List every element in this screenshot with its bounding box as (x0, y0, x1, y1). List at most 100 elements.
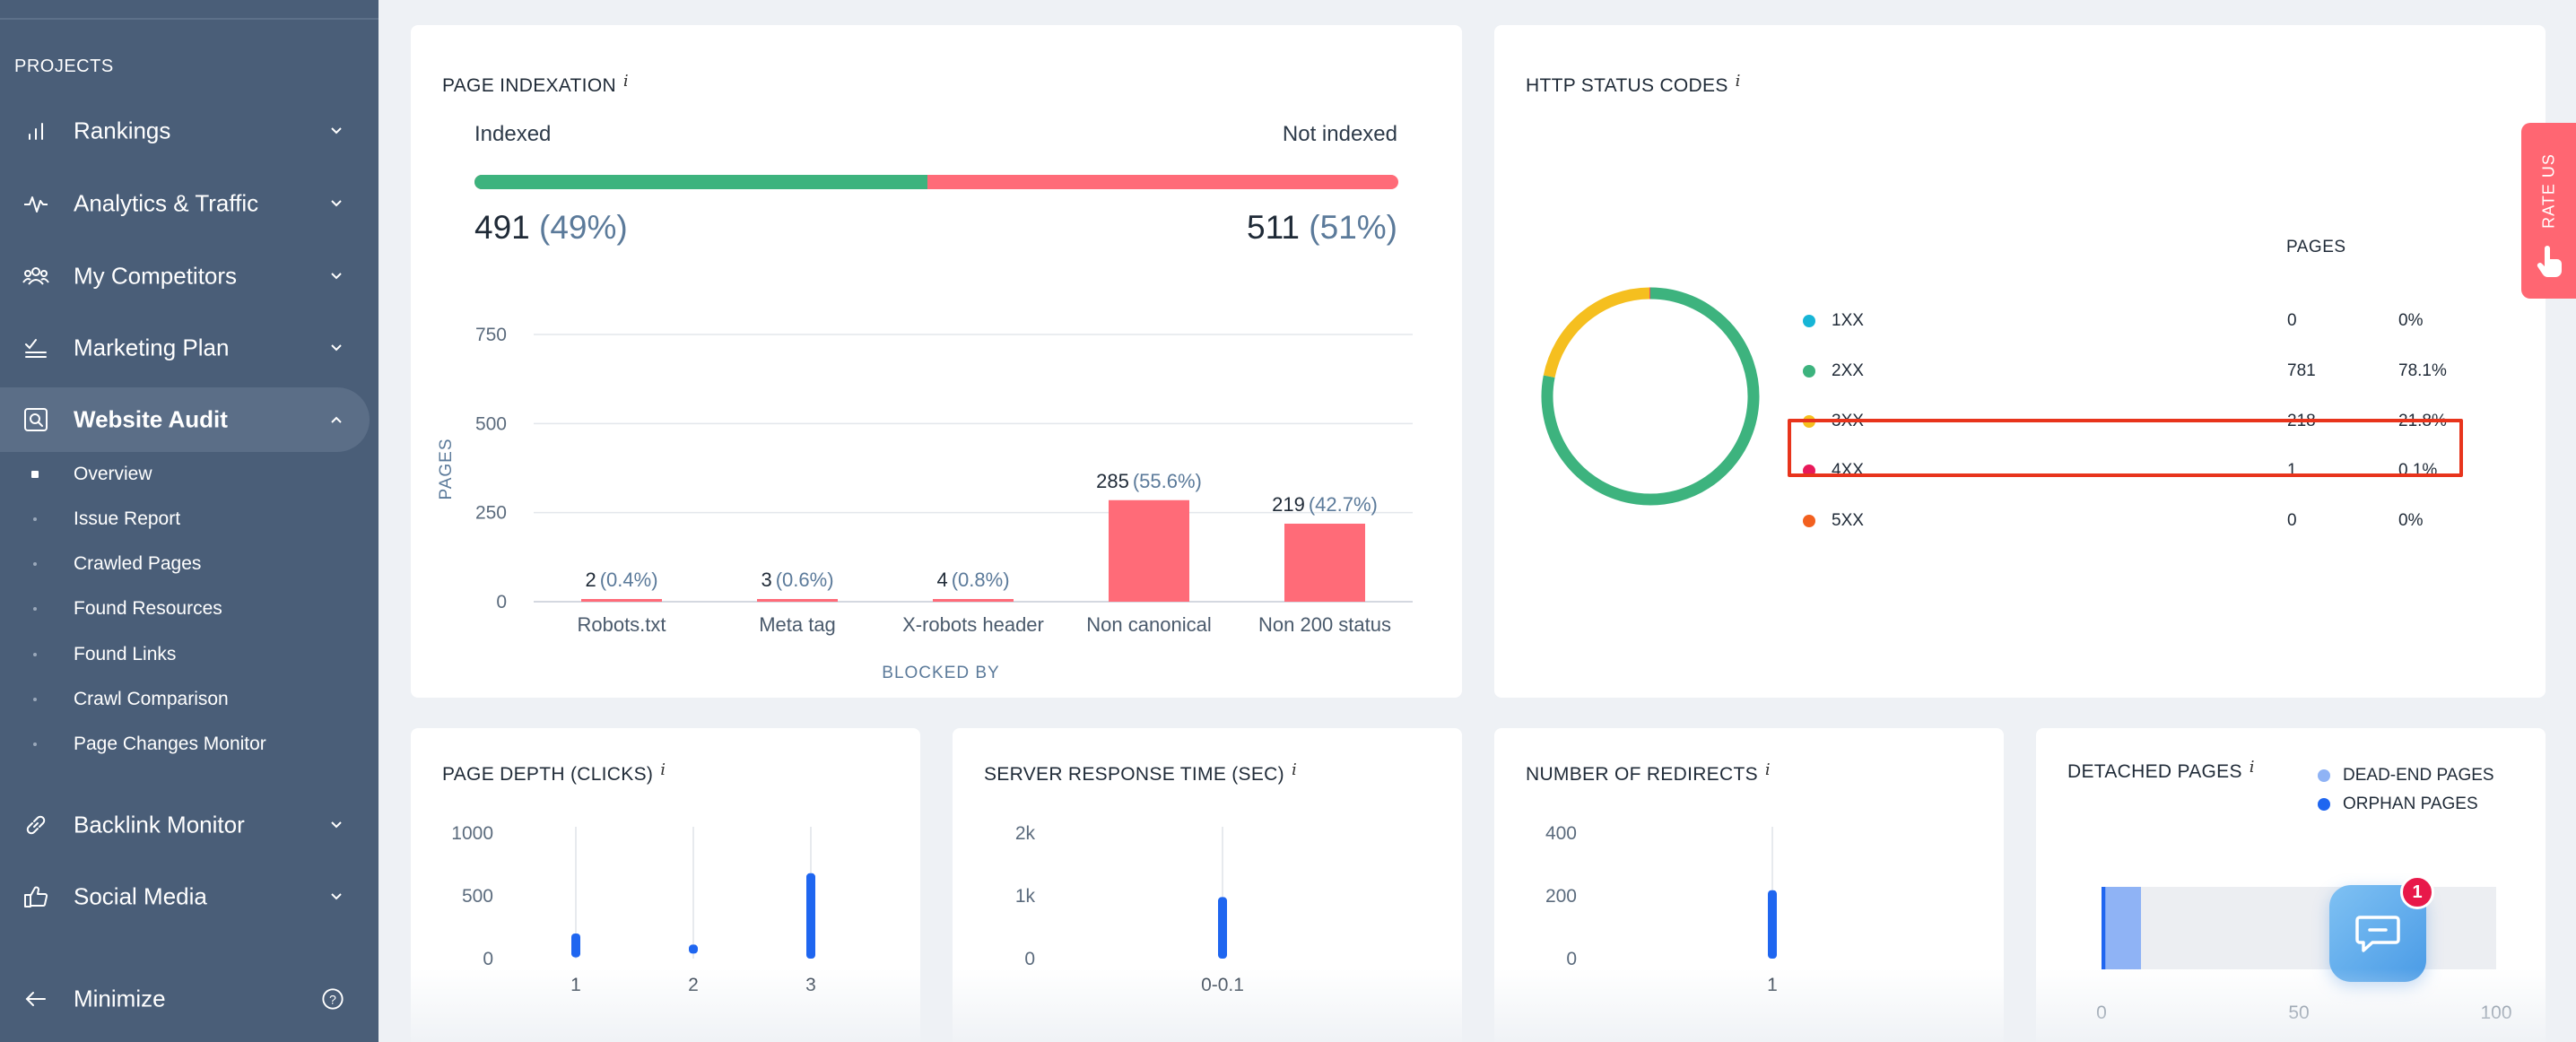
bar-value: 219 (1272, 493, 1305, 516)
status-code: 5XX (1832, 511, 1864, 530)
status-percent: 78.1% (2398, 361, 2447, 380)
status-code: 1XX (1832, 311, 1864, 330)
y-tick-label: 250 (475, 503, 507, 524)
sidebar-item-social-media[interactable]: Social Media (0, 864, 370, 929)
sidebar-subitem-label: Found Links (74, 644, 177, 664)
bar-value-label: 3 (0.6%) (761, 569, 833, 591)
card-title: PAGE DEPTH (CLICKS) i (442, 760, 666, 785)
range-bar[interactable] (571, 933, 580, 958)
info-icon[interactable]: i (2249, 758, 2255, 777)
bar-chart-icon (29, 123, 43, 140)
pages-column-header: PAGES (2286, 238, 2346, 256)
not-indexed-count: 511 (1247, 209, 1301, 246)
rate-us-label: RATE US (2539, 153, 2557, 229)
range-bar[interactable] (689, 944, 698, 954)
server-response-card: SERVER RESPONSE TIME (SEC) i 0 1k 2k 0-0.1 (953, 728, 1462, 1042)
chevron-down-icon (331, 821, 342, 829)
x-tick-label: Meta tag (759, 613, 836, 636)
bar[interactable] (1284, 523, 1365, 602)
y-tick-label: 0 (1566, 949, 1577, 969)
sidebar-item-analytics[interactable]: Analytics & Traffic (0, 171, 370, 236)
help-icon[interactable]: ? (321, 987, 344, 1011)
bar[interactable] (1109, 499, 1189, 602)
sidebar-subitem-overview[interactable]: Overview (0, 455, 370, 494)
bar[interactable] (933, 599, 1014, 602)
info-icon[interactable]: i (622, 72, 629, 91)
sidebar-subitem-found-links[interactable]: Found Links (0, 635, 370, 674)
bar[interactable] (757, 599, 838, 602)
not-indexed-percent: (51%) (1309, 209, 1397, 246)
bar-percent: (55.6%) (1133, 470, 1202, 492)
minimize-button[interactable]: Minimize ? (0, 967, 370, 1031)
arrow-left-icon (25, 992, 46, 1006)
sidebar-subitem-found-resources[interactable]: Found Resources (0, 589, 370, 629)
range-bar[interactable] (806, 873, 815, 959)
detached-pages-card: DETACHED PAGES i DEAD-END PAGES ORPHAN PA… (2036, 728, 2546, 1042)
rate-us-tab[interactable]: RATE US (2521, 123, 2576, 299)
http-status-donut (1541, 287, 1760, 506)
x-tick-label: 1 (570, 975, 581, 995)
status-row-5xx[interactable]: 5XX 0 0% (1803, 508, 2449, 534)
not-indexed-label: Not indexed (1282, 122, 1397, 146)
bar-segment-dead-end-pages[interactable] (2105, 887, 2141, 969)
pulse-icon (24, 196, 48, 213)
indexed-fill (474, 175, 927, 189)
bar-track (2102, 887, 2496, 969)
sidebar-item-label: Rankings (74, 117, 171, 144)
sidebar-item-rankings[interactable]: Rankings (0, 99, 370, 163)
indexed-stat: 491 (49%) (474, 209, 628, 247)
status-row-2xx[interactable]: 2XX 781 78.1% (1803, 358, 2449, 385)
bar-value-label: 2 (0.4%) (585, 569, 657, 591)
sidebar-item-backlink-monitor[interactable]: Backlink Monitor (0, 793, 370, 857)
bar[interactable] (581, 599, 662, 602)
sidebar-item-competitors[interactable]: My Competitors (0, 244, 370, 308)
x-tick-label: 2 (688, 975, 699, 995)
sidebar-subitem-crawl-comparison[interactable]: Crawl Comparison (0, 680, 370, 719)
sidebar-subitem-page-changes-monitor[interactable]: Page Changes Monitor (0, 725, 370, 764)
donut-slice-2xx[interactable] (1541, 287, 1760, 506)
bullet-icon (33, 607, 37, 611)
y-tick-label: 0 (496, 592, 507, 612)
sidebar-item-marketing-plan[interactable]: Marketing Plan (0, 316, 370, 380)
chat-icon (2355, 916, 2400, 952)
x-tick-label: 50 (2288, 1003, 2309, 1023)
indexation-progress-bar (474, 175, 1398, 189)
checklist-icon (25, 339, 47, 358)
sidebar-item-website-audit[interactable]: Website Audit (0, 387, 370, 452)
chevron-down-icon (331, 344, 342, 352)
bar-value-label: 4 (0.8%) (936, 569, 1009, 591)
info-icon[interactable]: i (1291, 760, 1297, 779)
sidebar-subitem-label: Page Changes Monitor (74, 734, 266, 754)
bullet-icon (33, 698, 37, 701)
page-indexation-card: PAGE INDEXATION i Indexed Not indexed 491… (411, 25, 1462, 698)
sidebar-subitem-issue-report[interactable]: Issue Report (0, 499, 370, 539)
donut-slice-3xx[interactable] (1543, 287, 1650, 378)
x-tick-label: 0 (2096, 1003, 2107, 1023)
y-tick-label: 2k (1015, 823, 1036, 844)
x-tick-label: Robots.txt (577, 613, 666, 636)
bar-value: 285 (1096, 470, 1129, 492)
svg-text:?: ? (329, 993, 336, 1007)
status-row-1xx[interactable]: 1XX 0 0% (1803, 308, 2449, 334)
detached-legend: DEAD-END PAGES ORPHAN PAGES (2318, 761, 2494, 819)
card-title: SERVER RESPONSE TIME (SEC) i (984, 760, 1297, 785)
legend-swatch (2318, 798, 2330, 811)
indexed-percent: (49%) (539, 209, 628, 246)
bar-segment-orphan-pages[interactable] (2102, 887, 2106, 969)
x-tick-label: Non canonical (1086, 613, 1211, 636)
info-icon[interactable]: i (1764, 760, 1771, 779)
range-bar[interactable] (1218, 897, 1227, 959)
info-icon[interactable]: i (660, 760, 666, 779)
sidebar-item-label: Social Media (74, 882, 207, 910)
status-color-dot (1803, 315, 1815, 327)
sidebar-item-label: Marketing Plan (74, 334, 230, 361)
indexed-count: 491 (474, 209, 530, 246)
y-tick-label: 0 (483, 949, 493, 969)
x-tick-label: 0-0.1 (1201, 975, 1244, 995)
info-icon[interactable]: i (1735, 72, 1741, 91)
bullet-icon (33, 517, 37, 521)
sidebar-subitem-crawled-pages[interactable]: Crawled Pages (0, 544, 370, 584)
http-status-card: HTTP STATUS CODES i PAGES 1XX 0 0% 2XX 781 78.… (1494, 25, 2546, 698)
range-bar[interactable] (1768, 890, 1777, 959)
y-tick-label: 1000 (451, 823, 493, 844)
